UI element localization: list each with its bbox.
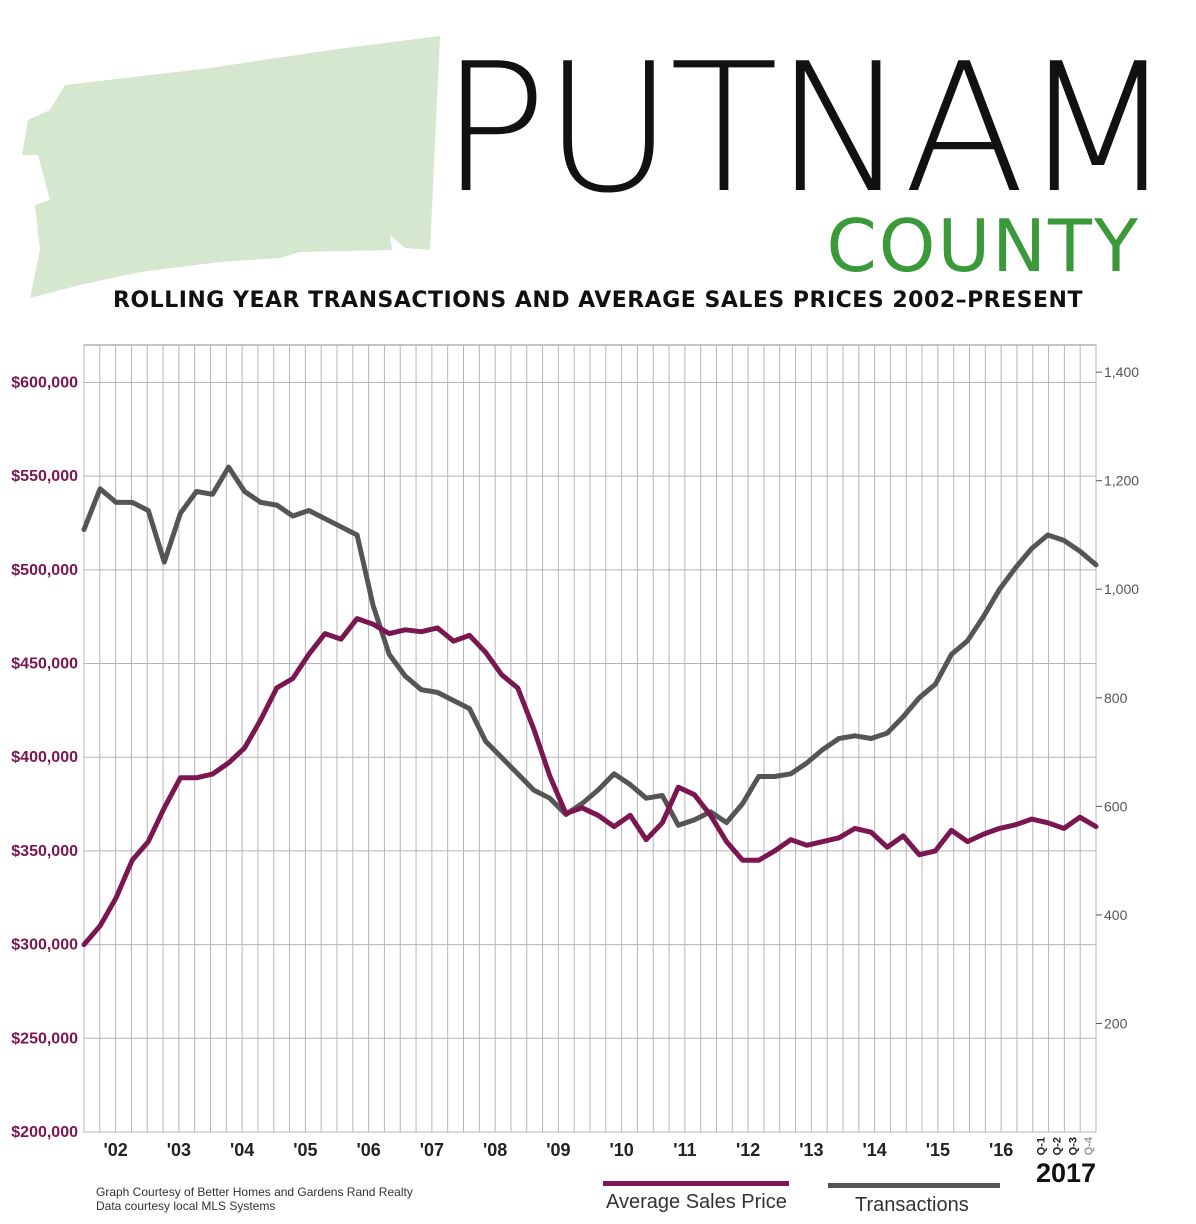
average-sales-price-line bbox=[81, 616, 1099, 948]
x-quarter-label: Q-2 bbox=[1051, 1137, 1063, 1155]
series-lines bbox=[81, 464, 1099, 948]
x-tick-label: '02 bbox=[103, 1140, 127, 1160]
right-tick-label: 400 bbox=[1104, 907, 1128, 923]
x-tick-label: '13 bbox=[799, 1140, 823, 1160]
title-putnam: PUTNAM bbox=[440, 25, 1175, 232]
x-tick-label: '05 bbox=[293, 1140, 317, 1160]
left-axis-ticks: $200,000 $250,000 $300,000 $350,000 $400,000… bbox=[11, 374, 78, 1141]
x-quarter-label: Q-3 bbox=[1067, 1137, 1079, 1155]
x-tick-label: '03 bbox=[167, 1140, 191, 1160]
right-tick-label: 600 bbox=[1104, 798, 1128, 814]
legend-price-label: Average Sales Price bbox=[606, 1191, 787, 1213]
x-quarter-label: Q-1 bbox=[1036, 1137, 1048, 1155]
credit-line-1: Graph Courtesy of Better Homes and Garde… bbox=[96, 1185, 413, 1199]
x-tick-label: '11 bbox=[673, 1140, 696, 1160]
left-tick-label: $400,000 bbox=[11, 749, 78, 766]
left-tick-label: $350,000 bbox=[11, 843, 78, 860]
chart-area: $200,000 $250,000 $300,000 $350,000 $400,000… bbox=[11, 344, 1139, 1160]
legend-price-swatch bbox=[603, 1181, 789, 1186]
legend-transactions-label: Transactions bbox=[855, 1194, 969, 1216]
right-tick-label: 800 bbox=[1104, 690, 1128, 706]
grid-lines bbox=[83, 344, 1097, 1133]
county-outline bbox=[22, 36, 440, 298]
left-tick-label: $500,000 bbox=[11, 562, 78, 579]
right-tick-label: 1,000 bbox=[1104, 581, 1139, 597]
x-tick-label: '08 bbox=[483, 1140, 507, 1160]
left-tick-label: $450,000 bbox=[11, 656, 78, 673]
right-tick-label: 1,200 bbox=[1104, 473, 1139, 489]
x-tick-label: '04 bbox=[230, 1140, 254, 1160]
chart-heading: ROLLING YEAR TRANSACTIONS AND AVERAGE SA… bbox=[113, 288, 1083, 313]
left-tick-label: $200,000 bbox=[11, 1124, 78, 1141]
x-tick-label: '12 bbox=[736, 1140, 760, 1160]
x-tick-label: '10 bbox=[609, 1140, 633, 1160]
left-tick-label: $600,000 bbox=[11, 374, 78, 391]
x-tick-label: '15 bbox=[926, 1140, 950, 1160]
x-tick-label: '16 bbox=[989, 1140, 1013, 1160]
left-tick-label: $300,000 bbox=[11, 937, 78, 954]
x-tick-label: '07 bbox=[420, 1140, 444, 1160]
transactions-line bbox=[81, 464, 1099, 828]
x-tick-label: '06 bbox=[356, 1140, 380, 1160]
year-2017-label: 2017 bbox=[1036, 1158, 1097, 1188]
x-tick-label: '14 bbox=[862, 1140, 886, 1160]
right-tick-label: 1,400 bbox=[1104, 364, 1139, 380]
x-axis-ticks: '02 '03 '04 '05 '06 '07 '08 '09 '10 '11 '12 '13 '14 '… bbox=[103, 1136, 1095, 1160]
x-tick-label: '09 bbox=[546, 1140, 570, 1160]
left-tick-label: $550,000 bbox=[11, 468, 78, 485]
left-tick-label: $250,000 bbox=[11, 1030, 78, 1047]
credit-line-2: Data courtesy local MLS Systems bbox=[96, 1199, 276, 1213]
putnam-county-map-shape bbox=[22, 36, 440, 298]
right-tick-label: 200 bbox=[1104, 1015, 1128, 1031]
right-axis-ticks: 200 400 600 800 1,000 1,200 1,400 bbox=[1096, 364, 1139, 1031]
legend-transactions-swatch bbox=[828, 1183, 1000, 1188]
x-quarter-label: Q-4 bbox=[1083, 1136, 1095, 1155]
title-county: COUNTY bbox=[826, 204, 1140, 288]
